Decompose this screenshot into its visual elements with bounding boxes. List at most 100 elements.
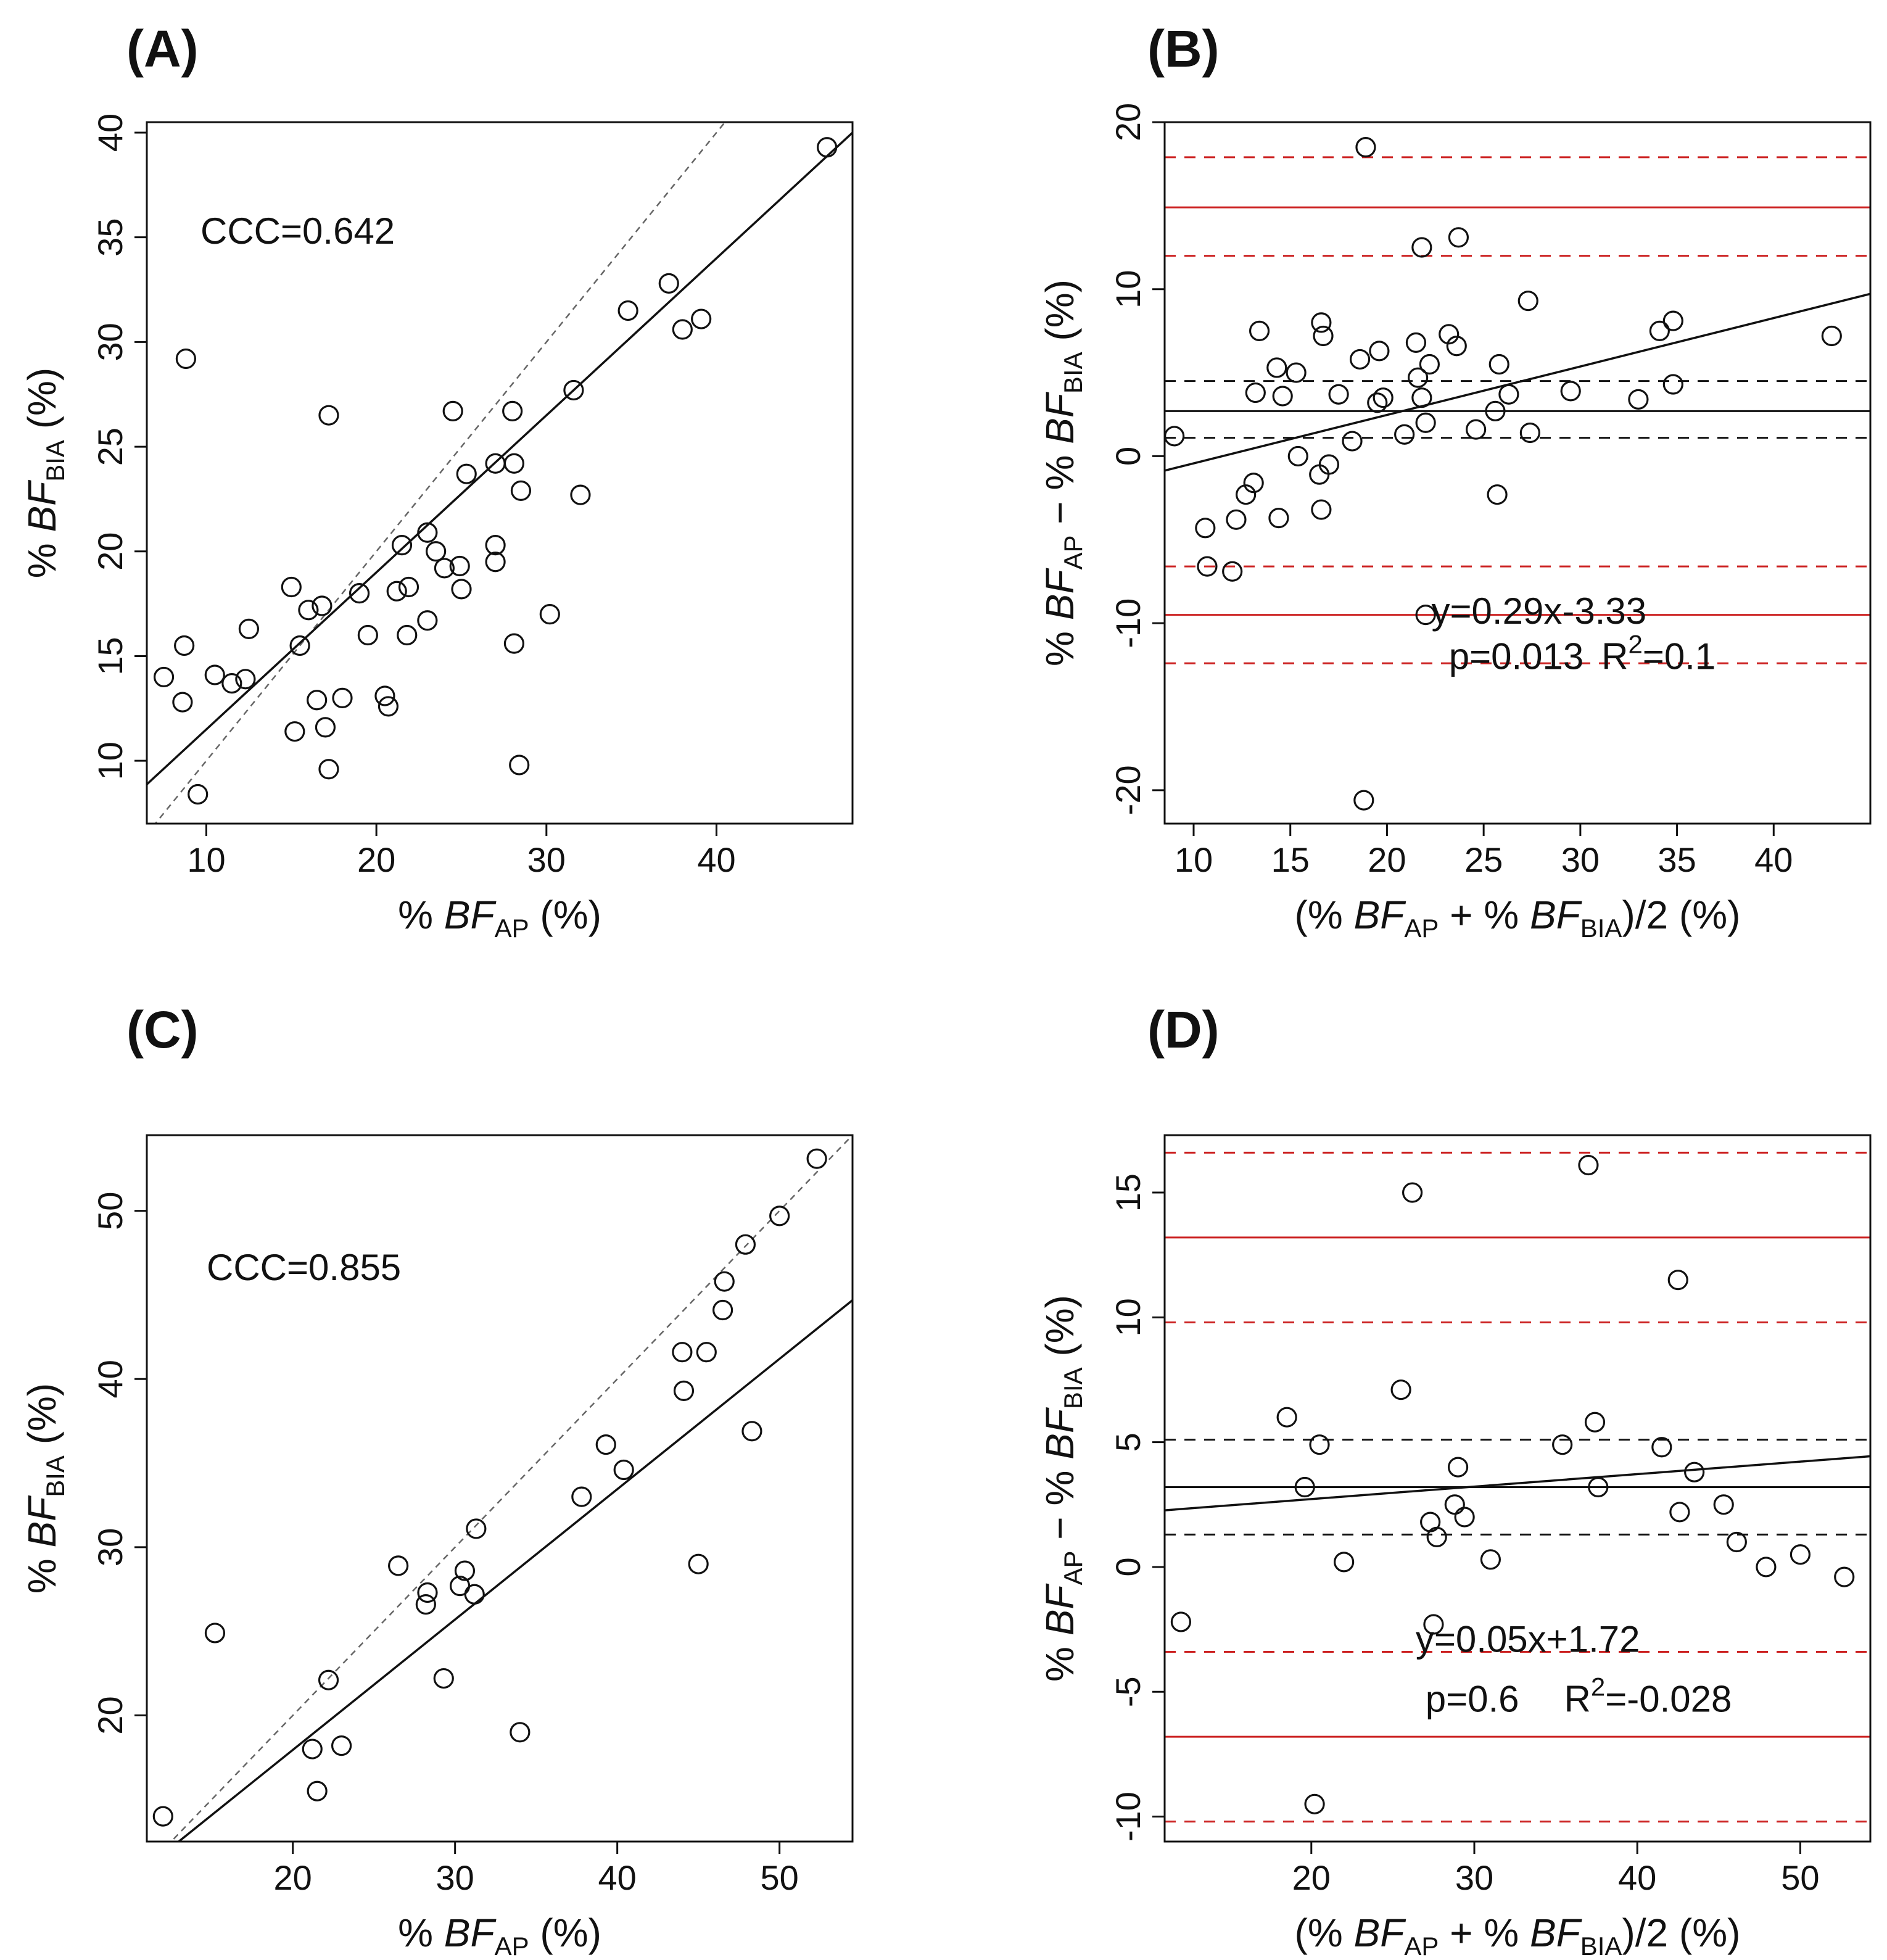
data-point <box>1669 1502 1690 1523</box>
data-point <box>289 635 310 656</box>
y-tick-label: 30 <box>91 323 130 361</box>
data-point <box>1342 431 1363 452</box>
data-point <box>1726 1531 1747 1553</box>
x-tick-label: 15 <box>1271 840 1310 879</box>
data-point <box>1821 325 1842 347</box>
plot-frame <box>1163 121 1872 825</box>
data-point <box>1444 1494 1465 1515</box>
data-point <box>1446 336 1467 357</box>
y-axis-label: % BFBIA (%) <box>20 368 70 578</box>
regression-equation: y=0.29x-3.33 <box>1432 590 1647 632</box>
data-point <box>735 1234 756 1255</box>
y-tick-label: 35 <box>91 218 130 257</box>
plot-frame <box>146 121 854 825</box>
data-point <box>175 348 197 370</box>
data-point <box>466 1518 487 1539</box>
x-tick-label: 20 <box>1292 1858 1331 1897</box>
y-tick-label: -5 <box>1109 1676 1147 1707</box>
data-point <box>1294 1476 1315 1498</box>
panel-label: (A) <box>126 20 199 78</box>
data-point <box>673 1380 695 1401</box>
data-point <box>238 618 259 639</box>
data-point <box>696 1342 717 1363</box>
y-tick-label: 0 <box>1109 1557 1147 1576</box>
data-point <box>332 687 353 708</box>
regression-line <box>1165 292 1870 472</box>
data-point <box>613 1459 634 1481</box>
data-point <box>563 379 584 401</box>
regression-line <box>1165 1455 1870 1511</box>
data-point <box>1367 392 1388 413</box>
data-point <box>1466 419 1487 440</box>
panel-b: (B) 10 15 20 25 30 35 40 -20 -10 0 10 20 (% BFAP + % … <box>1038 20 1872 943</box>
data-point <box>318 759 339 780</box>
data-point <box>442 400 463 421</box>
data-point <box>417 522 438 543</box>
x-tick-label: 40 <box>1754 840 1793 879</box>
data-point <box>714 1271 735 1292</box>
data-point <box>485 552 506 573</box>
identity-line <box>154 122 726 824</box>
y-tick-label: 40 <box>91 114 130 152</box>
data-point <box>1373 387 1394 408</box>
y-tick-label: 30 <box>91 1528 130 1566</box>
x-tick-label: 30 <box>1455 1858 1493 1897</box>
data-point <box>1448 227 1469 248</box>
x-tick-label: 50 <box>761 1858 799 1897</box>
x-tick-label: 40 <box>598 1858 637 1897</box>
plot-frame <box>1163 1134 1872 1843</box>
data-point <box>1578 1154 1599 1176</box>
data-point <box>1498 384 1519 405</box>
data-point <box>485 534 506 556</box>
data-point <box>204 664 225 685</box>
data-point <box>1447 1457 1469 1478</box>
data-point <box>349 583 370 604</box>
data-point <box>1245 382 1266 403</box>
data-point <box>1756 1557 1777 1578</box>
data-point <box>1662 374 1683 395</box>
x-tick-label: 50 <box>1781 1858 1819 1897</box>
data-point <box>539 603 560 625</box>
data-point <box>1480 1549 1501 1570</box>
x-tick-label: 10 <box>1175 840 1213 879</box>
y-tick-label: 10 <box>91 742 130 780</box>
data-point <box>318 1669 339 1690</box>
y-tick-label: 0 <box>1109 447 1147 466</box>
data-point <box>1286 362 1307 383</box>
data-point <box>1560 381 1581 402</box>
data-point <box>510 480 532 501</box>
data-point <box>672 1342 693 1363</box>
y-tick-label: 10 <box>1109 1298 1147 1336</box>
x-axis-label: (% BFAP + % BFBIA)/2 (%) <box>1295 893 1741 943</box>
data-point <box>1349 349 1371 370</box>
data-point <box>1628 389 1649 410</box>
data-point <box>1584 1412 1606 1433</box>
y-tick-label: 20 <box>91 532 130 571</box>
x-tick-label: 30 <box>436 1858 474 1897</box>
panel-label: (B) <box>1147 20 1220 78</box>
x-tick-label: 30 <box>527 840 566 879</box>
data-point <box>312 595 332 616</box>
y-tick-label: 15 <box>1109 1173 1147 1212</box>
y-tick-label: 5 <box>1109 1433 1147 1452</box>
data-point <box>1328 384 1349 405</box>
panel-a: (A) 10 20 30 40 10 15 20 25 30 35 40 % BFAP (%) % BFB… <box>20 20 854 943</box>
data-point <box>1353 790 1374 811</box>
y-tick-label: 25 <box>91 428 130 466</box>
data-point <box>1489 354 1509 375</box>
data-point <box>1287 445 1308 467</box>
data-point <box>235 669 256 690</box>
data-point <box>712 1299 733 1321</box>
data-point <box>1662 310 1683 331</box>
data-point <box>434 558 455 579</box>
data-point <box>1552 1434 1573 1455</box>
data-point <box>1419 354 1440 375</box>
data-point <box>1426 1526 1447 1547</box>
data-point <box>1485 400 1506 421</box>
regression-line <box>176 1299 853 1842</box>
data-point <box>433 1668 454 1689</box>
data-point <box>672 319 693 340</box>
y-axis-label: % BFAP − % BFBIA (%) <box>1038 279 1088 666</box>
data-point <box>1588 1476 1609 1498</box>
data-point <box>1195 518 1216 539</box>
